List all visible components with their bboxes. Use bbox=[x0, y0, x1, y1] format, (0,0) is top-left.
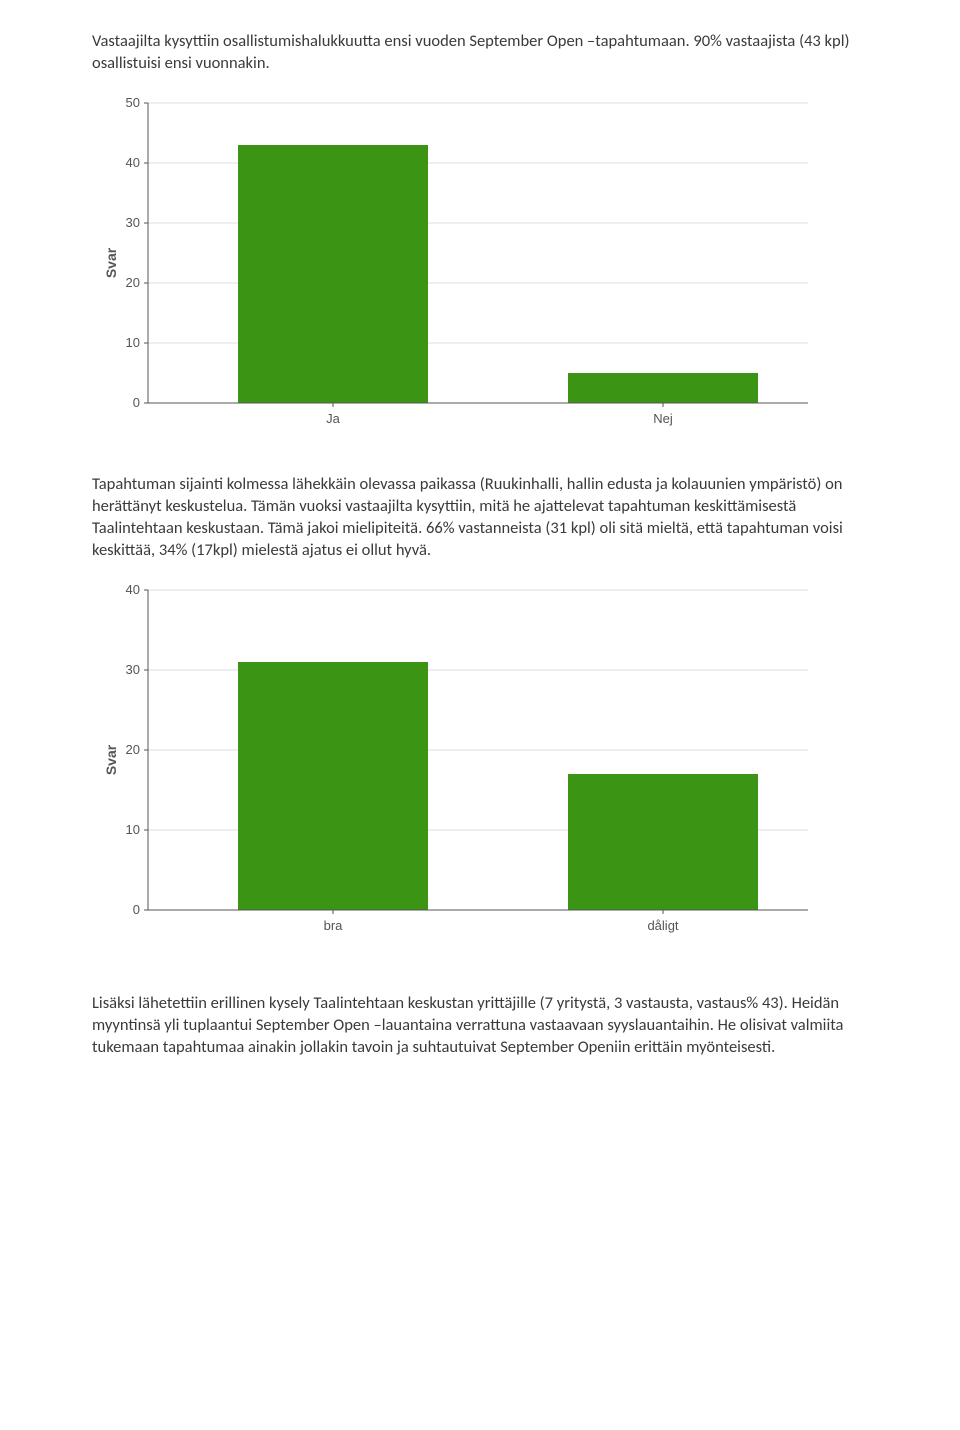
para-3: Lisäksi lähetettiin erillinen kysely Taa… bbox=[92, 992, 868, 1059]
chart-2-ylabel: Svar bbox=[103, 744, 119, 774]
svg-text:40: 40 bbox=[126, 582, 140, 597]
bar bbox=[238, 662, 428, 910]
chart-2: Svar 0 10 20 30 40 bra dåligt bbox=[104, 580, 868, 940]
svg-text:20: 20 bbox=[126, 742, 140, 757]
svg-text:dåligt: dåligt bbox=[647, 918, 678, 933]
chart-1: Svar 0 10 20 30 40 50 Ja Nej bbox=[104, 93, 868, 433]
svg-text:Ja: Ja bbox=[326, 411, 341, 426]
svg-text:10: 10 bbox=[126, 822, 140, 837]
para-1: Vastaajilta kysyttiin osallistumishalukk… bbox=[92, 30, 868, 75]
svg-text:20: 20 bbox=[126, 275, 140, 290]
para-2: Tapahtuman sijainti kolmessa lähekkäin o… bbox=[92, 473, 868, 562]
bar bbox=[238, 145, 428, 403]
bar bbox=[568, 774, 758, 910]
svg-text:Nej: Nej bbox=[653, 411, 673, 426]
svg-text:30: 30 bbox=[126, 662, 140, 677]
svg-text:40: 40 bbox=[126, 155, 140, 170]
svg-text:30: 30 bbox=[126, 215, 140, 230]
chart-1-svg: 0 10 20 30 40 50 Ja Nej bbox=[104, 93, 824, 433]
svg-text:0: 0 bbox=[133, 902, 140, 917]
chart-1-ylabel: Svar bbox=[103, 247, 119, 277]
svg-text:50: 50 bbox=[126, 95, 140, 110]
chart-2-svg: 0 10 20 30 40 bra dåligt bbox=[104, 580, 824, 940]
bar bbox=[568, 373, 758, 403]
svg-text:bra: bra bbox=[324, 918, 344, 933]
svg-text:10: 10 bbox=[126, 335, 140, 350]
svg-text:0: 0 bbox=[133, 395, 140, 410]
